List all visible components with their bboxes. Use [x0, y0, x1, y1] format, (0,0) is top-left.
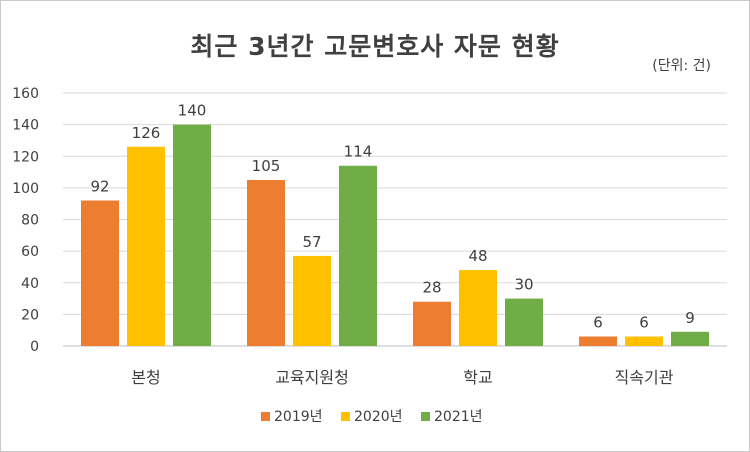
- chart-title: 최근 3년간 고문변호사 자문 현황: [190, 32, 560, 61]
- unit-note: (단위: 건): [652, 58, 711, 74]
- x-tick-label: 직속기관: [615, 368, 674, 387]
- data-label: 30: [514, 276, 533, 294]
- data-label: 9: [685, 309, 695, 327]
- x-tick-label: 본청: [131, 368, 160, 387]
- legend-swatch: [261, 412, 270, 421]
- legend-label: 2020년: [354, 409, 403, 425]
- y-tick-label: 160: [12, 86, 39, 102]
- bar: [625, 336, 663, 346]
- data-label: 28: [422, 279, 441, 297]
- bar: [413, 301, 451, 346]
- data-label: 48: [468, 247, 487, 265]
- bar: [339, 165, 377, 346]
- data-label: 105: [252, 157, 281, 175]
- data-label: 114: [344, 143, 373, 161]
- data-label: 57: [302, 233, 321, 251]
- data-label: 6: [639, 314, 649, 332]
- bar: [671, 331, 709, 346]
- data-label: 140: [178, 102, 207, 120]
- bar: [127, 146, 165, 346]
- bar: [579, 336, 617, 346]
- x-tick-label: 교육지원청: [275, 368, 349, 387]
- y-tick-label: 80: [21, 213, 39, 229]
- bar: [293, 255, 331, 346]
- y-tick-label: 120: [12, 149, 39, 165]
- data-label: 126: [132, 124, 161, 142]
- legend-swatch: [421, 412, 430, 421]
- bar: [505, 298, 543, 346]
- y-tick-label: 20: [21, 307, 39, 323]
- data-label: 92: [90, 178, 109, 196]
- bar: [81, 200, 119, 346]
- bar: [173, 124, 211, 346]
- legend-label: 2019년: [274, 409, 323, 425]
- y-tick-label: 140: [12, 118, 39, 134]
- y-tick-label: 60: [21, 244, 39, 260]
- y-tick-label: 40: [21, 276, 39, 292]
- data-label: 6: [593, 314, 603, 332]
- bar: [459, 270, 497, 346]
- legend-label: 2021년: [434, 409, 483, 425]
- y-tick-label: 0: [30, 339, 39, 355]
- bar: [247, 179, 285, 346]
- y-tick-label: 100: [12, 181, 39, 197]
- x-tick-label: 학교: [463, 368, 492, 387]
- legend-swatch: [341, 412, 350, 421]
